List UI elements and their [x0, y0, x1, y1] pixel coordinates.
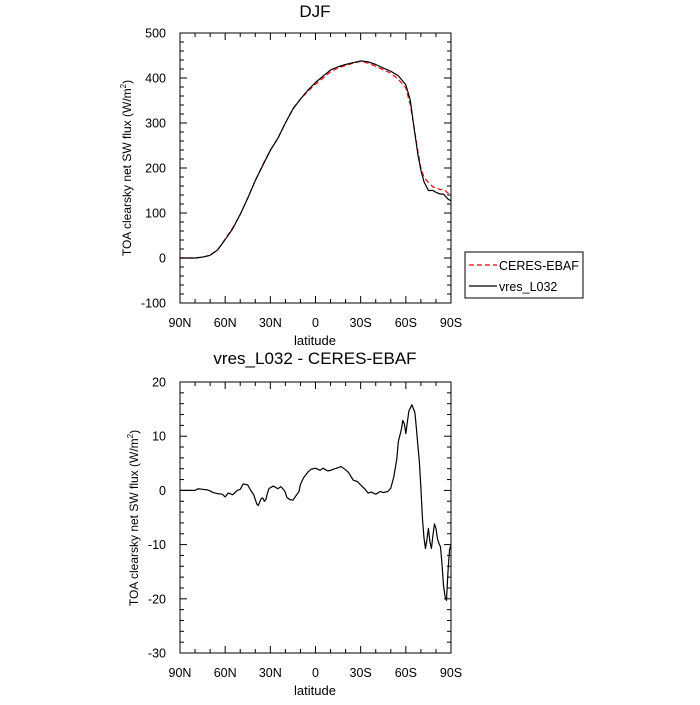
x-tick-labels: 90N 60N 30N 0 30S 60S 90S: [169, 316, 463, 330]
x-tick-label: 60S: [395, 666, 417, 680]
y-tick-label: -100: [141, 297, 166, 311]
y-tick-label: -20: [148, 592, 166, 606]
y-axis-label-superscript: 2: [119, 83, 128, 88]
y-axis-label-end: ): [120, 80, 134, 84]
x-tick-label: 60N: [214, 666, 237, 680]
series-line-ceres-ebaf: [180, 60, 452, 259]
x-tick-label: 60N: [214, 316, 237, 330]
x-tick-labels: 90N 60N 30N 0 30S 60S 90S: [169, 666, 463, 680]
y-tick-label: 20: [152, 376, 166, 390]
x-tick-label: 30N: [259, 666, 282, 680]
y-tick-label: -10: [148, 538, 166, 552]
y-axis-label-superscript: 2: [126, 433, 135, 438]
plot-series: [180, 60, 452, 259]
legend-label-vres-l032: vres_L032: [499, 280, 557, 294]
chart-panel-top: DJF -100 0 100 200 300 400 500 90N 60N 30N 0 30S 60…: [119, 2, 584, 348]
x-tick-label: 90S: [440, 316, 462, 330]
tick-marks: [179, 381, 452, 654]
y-axis-label: TOA clearsky net SW flux (W/m2): [126, 430, 141, 606]
y-axis-label-main: TOA clearsky net SW flux (W/m: [120, 88, 134, 256]
x-axis-label: latitude: [294, 683, 336, 698]
y-tick-label: -30: [148, 647, 166, 661]
x-axis-label: latitude: [294, 333, 336, 348]
y-tick-label: 10: [152, 430, 166, 444]
legend-label-ceres-ebaf: CERES-EBAF: [499, 259, 579, 273]
y-tick-label: 0: [159, 252, 166, 266]
series-line-vres-l032: [180, 60, 452, 259]
y-tick-label: 500: [145, 27, 166, 41]
x-tick-label: 30S: [350, 316, 372, 330]
tick-marks: [179, 32, 452, 304]
series-line-vres-l032-ceres-ebaf: [180, 404, 452, 602]
y-tick-label: 100: [145, 207, 166, 221]
x-tick-label: 60S: [395, 316, 417, 330]
y-axis-label-end: ): [127, 430, 141, 434]
x-tick-label: 90S: [440, 666, 462, 680]
plot-frame: [179, 381, 452, 654]
plot-series: [180, 404, 452, 602]
chart-title: vres_L032 - CERES-EBAF: [213, 349, 416, 368]
x-tick-label: 30N: [259, 316, 282, 330]
y-tick-label: 0: [159, 484, 166, 498]
y-tick-labels: -100 0 100 200 300 400 500: [141, 27, 166, 311]
y-tick-label: 400: [145, 72, 166, 86]
x-tick-label: 0: [312, 316, 319, 330]
y-tick-label: 300: [145, 117, 166, 131]
y-tick-labels: -30 -20 -10 0 10 20: [148, 376, 166, 661]
y-axis-label: TOA clearsky net SW flux (W/m2): [119, 80, 134, 256]
x-tick-label: 90N: [169, 316, 192, 330]
y-axis-label-main: TOA clearsky net SW flux (W/m: [127, 438, 141, 606]
legend-box: [464, 251, 584, 299]
y-tick-label: 200: [145, 162, 166, 176]
chart-title: DJF: [299, 2, 330, 21]
x-tick-label: 30S: [350, 666, 372, 680]
plot-frame: [179, 32, 452, 304]
x-tick-label: 0: [312, 666, 319, 680]
legend: CERES-EBAF vres_L032: [464, 251, 584, 299]
x-tick-label: 90N: [169, 666, 192, 680]
